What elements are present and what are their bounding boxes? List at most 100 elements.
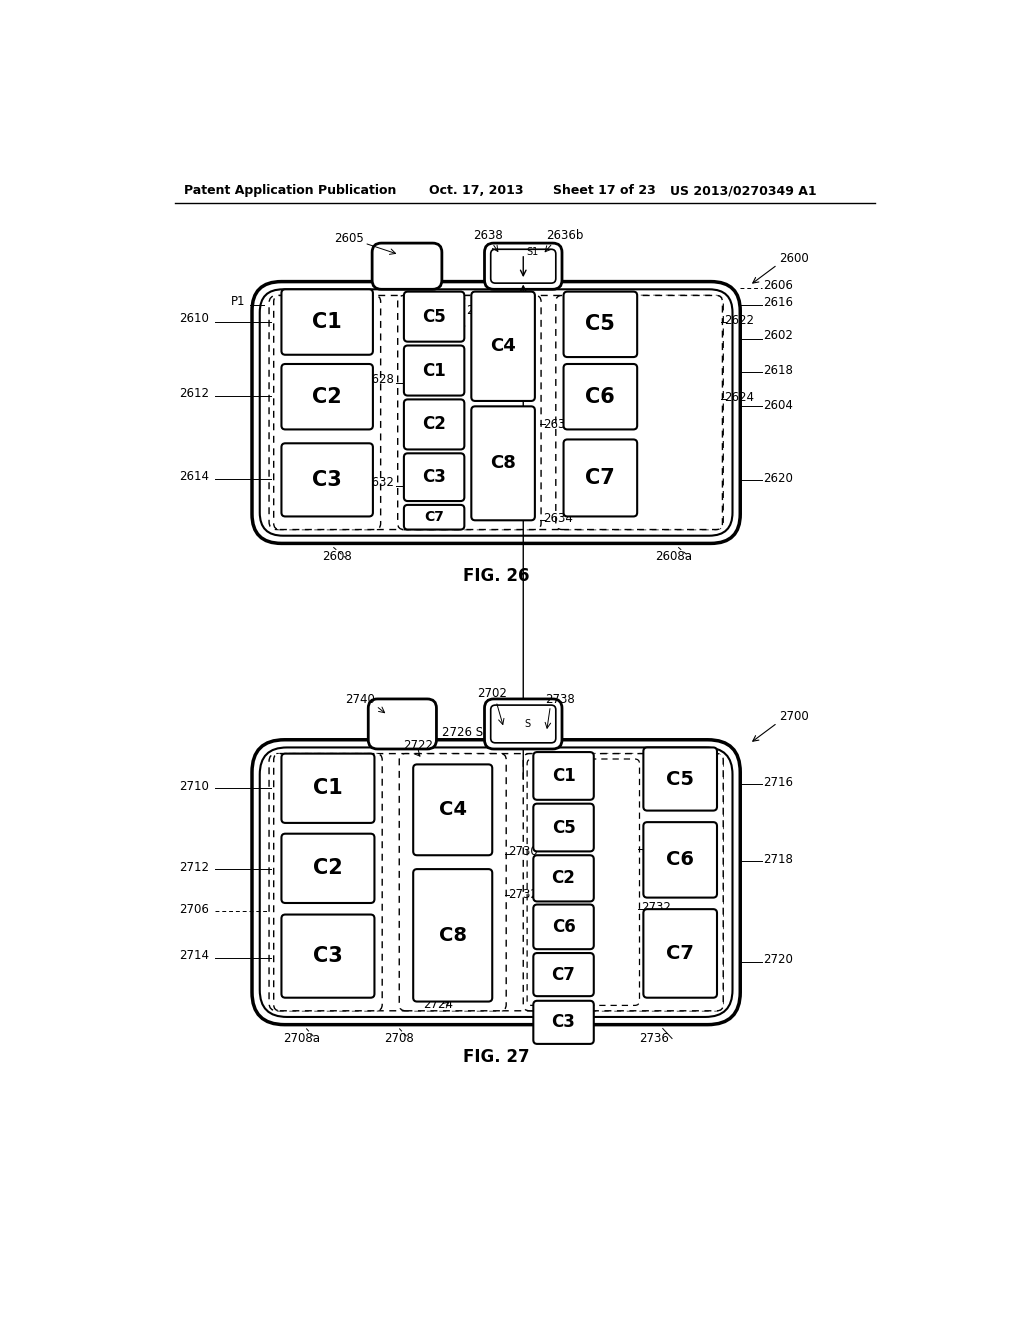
FancyBboxPatch shape bbox=[563, 364, 637, 429]
FancyBboxPatch shape bbox=[534, 953, 594, 997]
FancyBboxPatch shape bbox=[484, 243, 562, 289]
Text: 2732: 2732 bbox=[508, 887, 538, 900]
Text: 2602: 2602 bbox=[764, 330, 794, 342]
Text: 2600: 2600 bbox=[779, 252, 809, 265]
Text: S1: S1 bbox=[526, 247, 539, 257]
FancyBboxPatch shape bbox=[563, 440, 637, 516]
FancyBboxPatch shape bbox=[534, 1001, 594, 1044]
Text: C3: C3 bbox=[422, 469, 446, 486]
FancyBboxPatch shape bbox=[527, 759, 640, 1006]
FancyBboxPatch shape bbox=[273, 754, 382, 1011]
Text: 2628: 2628 bbox=[364, 374, 394, 387]
Text: 2710: 2710 bbox=[179, 780, 209, 793]
Text: C2: C2 bbox=[422, 416, 446, 433]
Text: 2626: 2626 bbox=[466, 304, 496, 317]
Text: 2708a: 2708a bbox=[283, 1032, 319, 1044]
Text: 2608a: 2608a bbox=[655, 550, 692, 564]
Text: C4: C4 bbox=[490, 338, 516, 355]
Text: 2620: 2620 bbox=[764, 471, 794, 484]
Text: 2714: 2714 bbox=[179, 949, 209, 962]
Text: 2740: 2740 bbox=[345, 693, 376, 706]
Text: 2728: 2728 bbox=[641, 841, 671, 854]
Text: 2614: 2614 bbox=[179, 470, 209, 483]
FancyBboxPatch shape bbox=[556, 296, 722, 529]
Text: 2618: 2618 bbox=[764, 364, 794, 378]
FancyBboxPatch shape bbox=[534, 904, 594, 949]
FancyBboxPatch shape bbox=[260, 289, 732, 536]
FancyBboxPatch shape bbox=[490, 249, 556, 284]
Text: 2634: 2634 bbox=[543, 512, 572, 525]
FancyBboxPatch shape bbox=[397, 296, 541, 529]
Text: C7: C7 bbox=[424, 511, 444, 524]
Text: C6: C6 bbox=[586, 387, 615, 407]
FancyBboxPatch shape bbox=[403, 506, 464, 529]
FancyBboxPatch shape bbox=[523, 754, 723, 1011]
Text: 2638: 2638 bbox=[473, 230, 503, 243]
Text: 2608: 2608 bbox=[322, 550, 351, 564]
FancyBboxPatch shape bbox=[403, 453, 464, 502]
FancyBboxPatch shape bbox=[252, 281, 740, 544]
Text: C2: C2 bbox=[552, 870, 575, 887]
FancyBboxPatch shape bbox=[643, 747, 717, 810]
FancyBboxPatch shape bbox=[403, 346, 464, 396]
Text: 2624: 2624 bbox=[724, 391, 754, 404]
Text: C3: C3 bbox=[312, 470, 342, 490]
FancyBboxPatch shape bbox=[399, 754, 506, 1011]
Text: C1: C1 bbox=[312, 312, 342, 333]
Text: 2718: 2718 bbox=[764, 853, 794, 866]
Text: 2604: 2604 bbox=[764, 399, 794, 412]
Text: 2605: 2605 bbox=[334, 231, 364, 244]
Text: 2730: 2730 bbox=[508, 845, 538, 858]
Text: C7: C7 bbox=[667, 944, 694, 962]
Text: FIG. 26: FIG. 26 bbox=[463, 566, 529, 585]
Text: C8: C8 bbox=[438, 925, 467, 945]
Text: 2700: 2700 bbox=[779, 710, 809, 723]
Text: 2702: 2702 bbox=[477, 688, 507, 701]
FancyBboxPatch shape bbox=[282, 364, 373, 429]
Text: C5: C5 bbox=[667, 770, 694, 788]
FancyBboxPatch shape bbox=[534, 752, 594, 800]
FancyBboxPatch shape bbox=[471, 292, 535, 401]
FancyBboxPatch shape bbox=[282, 754, 375, 822]
Text: 2612: 2612 bbox=[179, 387, 209, 400]
FancyBboxPatch shape bbox=[372, 243, 442, 289]
Text: C1: C1 bbox=[552, 767, 575, 785]
Text: 2708: 2708 bbox=[384, 1032, 414, 1044]
Text: 2712: 2712 bbox=[179, 861, 209, 874]
Text: 2722: 2722 bbox=[403, 739, 433, 752]
FancyBboxPatch shape bbox=[269, 754, 723, 1011]
FancyBboxPatch shape bbox=[282, 444, 373, 516]
Text: C2: C2 bbox=[312, 387, 342, 407]
FancyBboxPatch shape bbox=[260, 747, 732, 1016]
FancyBboxPatch shape bbox=[273, 296, 381, 529]
FancyBboxPatch shape bbox=[490, 705, 556, 743]
Text: Sheet 17 of 23: Sheet 17 of 23 bbox=[553, 185, 655, 197]
Text: Patent Application Publication: Patent Application Publication bbox=[183, 185, 396, 197]
Text: 2738: 2738 bbox=[545, 693, 574, 706]
FancyBboxPatch shape bbox=[282, 289, 373, 355]
FancyBboxPatch shape bbox=[471, 407, 535, 520]
Text: C7: C7 bbox=[552, 966, 575, 983]
Text: C3: C3 bbox=[552, 1014, 575, 1031]
Text: C5: C5 bbox=[586, 314, 615, 334]
FancyBboxPatch shape bbox=[269, 296, 723, 529]
Text: P1: P1 bbox=[231, 294, 246, 308]
Text: C3: C3 bbox=[313, 946, 343, 966]
FancyBboxPatch shape bbox=[252, 739, 740, 1024]
Text: 2616: 2616 bbox=[764, 296, 794, 309]
FancyBboxPatch shape bbox=[403, 292, 464, 342]
Text: 2720: 2720 bbox=[764, 953, 794, 966]
Text: 2632: 2632 bbox=[364, 475, 394, 488]
FancyBboxPatch shape bbox=[643, 909, 717, 998]
Text: 2610: 2610 bbox=[179, 312, 209, 325]
FancyBboxPatch shape bbox=[563, 292, 637, 358]
Text: C4: C4 bbox=[438, 800, 467, 820]
Text: C2: C2 bbox=[313, 858, 343, 878]
Text: FIG. 27: FIG. 27 bbox=[463, 1048, 529, 1067]
FancyBboxPatch shape bbox=[282, 915, 375, 998]
Text: 2716: 2716 bbox=[764, 776, 794, 789]
Text: 2622: 2622 bbox=[724, 314, 754, 327]
Text: 2606: 2606 bbox=[764, 280, 794, 292]
FancyBboxPatch shape bbox=[414, 764, 493, 855]
Text: C5: C5 bbox=[552, 818, 575, 837]
